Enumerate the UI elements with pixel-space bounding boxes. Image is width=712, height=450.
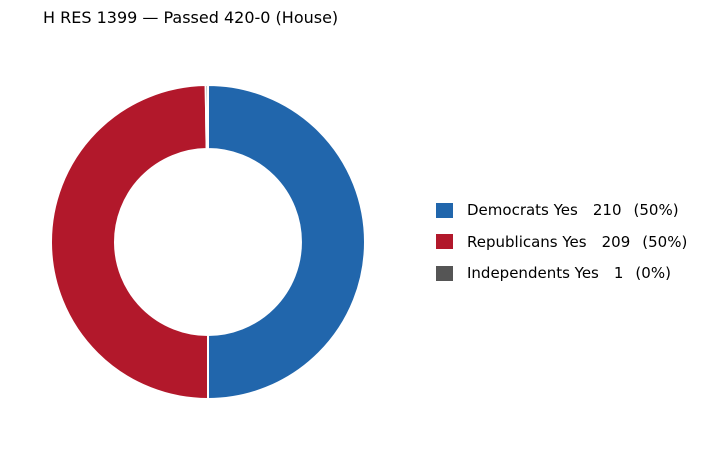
legend-value: 209 [601, 232, 631, 251]
legend-swatch [436, 234, 453, 249]
legend-value: 1 [613, 264, 624, 282]
legend-swatch [436, 265, 453, 281]
donut-slice-democrats-yes [207, 83, 366, 401]
legend-item: Republicans Yes 209 (50%) [436, 231, 687, 253]
donut-slice-republicans-yes [50, 84, 209, 401]
legend: Democrats Yes 210 (50%) Republicans Yes 209(… [436, 199, 687, 294]
legend-percent: (0%) [635, 264, 671, 282]
legend-label: Democrats Yes [467, 201, 578, 219]
legend-label: Republicans Yes [467, 232, 587, 251]
legend-label: Independents Yes [467, 264, 599, 282]
legend-item: Independents Yes 1 (0%) [436, 262, 687, 284]
legend-percent: (50%) [633, 201, 679, 219]
legend-percent: (50%) [642, 232, 688, 251]
donut-slice-independents-yes [204, 83, 209, 151]
donut-slices [50, 83, 366, 401]
legend-swatch [436, 202, 453, 218]
chart-title: H RES 1399 — Passed 420-0 (House) [43, 8, 339, 27]
legend-value: 210 [592, 201, 622, 219]
legend-item: Democrats Yes 210 (50%) [436, 199, 687, 221]
